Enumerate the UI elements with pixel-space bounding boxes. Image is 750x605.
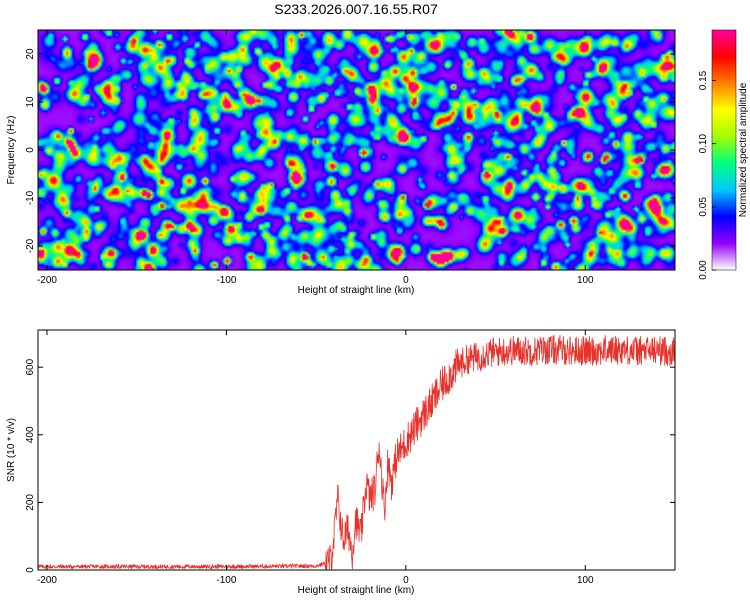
snr-y-tick-label: 400 [25,426,36,443]
colorbar-ticks: 0.00 0.05 0.10 0.15 [698,70,716,280]
heatmap-y-label: Frequency (Hz) [6,116,17,185]
snr-x-tick-label: -100 [216,575,236,586]
colorbar-tick-label: 0.05 [698,197,709,217]
colorbar-tick-label: 0.10 [698,134,709,154]
heatmap-x-tick-label: -100 [216,275,236,286]
heatmap-y-tick-label: -10 [25,190,36,205]
snr-y-tick-label: 0 [25,567,36,573]
snr-x-label: Height of straight line (km) [298,585,415,596]
heatmap-y-ticks: -20 -10 0 10 20 [25,48,675,253]
heatmap-y-tick-label: -20 [25,238,36,253]
heatmap-y-tick-label: 10 [25,96,36,108]
snr-x-tick-label: -200 [37,575,57,586]
heatmap-x-label: Height of straight line (km) [298,285,415,296]
snr-line [38,334,675,570]
snr-x-ticks: -200 -100 0 100 [37,330,594,586]
snr-y-tick-label: 200 [25,494,36,511]
snr-x-tick-label: 100 [577,575,594,586]
heatmap-y-tick-label: 0 [25,147,36,153]
heatmap-x-tick-label: -200 [37,275,57,286]
heatmap-x-tick-label: 100 [577,275,594,286]
heatmap-x-tick-label: 0 [403,275,409,286]
colorbar-gradient [712,30,736,270]
snr-y-tick-label: 600 [25,358,36,375]
snr-y-label: SNR (10 * v/v) [6,418,17,482]
colorbar: 0.00 0.05 0.10 0.15 Normalized spectral amp… [698,29,749,280]
heatmap-image [38,30,675,270]
snr-y-ticks: 0 200 400 600 [25,358,675,573]
colorbar-label: Normalized spectral amplitude [738,82,749,217]
colorbar-frame [711,29,737,271]
snr-x-tick-label: 0 [403,575,409,586]
snr-frame [37,329,676,571]
colorbar-tick-label: 0.00 [698,260,709,280]
heatmap-x-ticks: -200 -100 0 100 [37,30,594,286]
figure-title: S233.2026.007.16.55.R07 [274,1,438,17]
colorbar-tick-label: 0.15 [698,70,709,90]
heatmap-y-tick-label: 20 [25,48,36,60]
snr-panel: -200 -100 0 100 0 200 400 600 Height of straig… [6,329,676,596]
